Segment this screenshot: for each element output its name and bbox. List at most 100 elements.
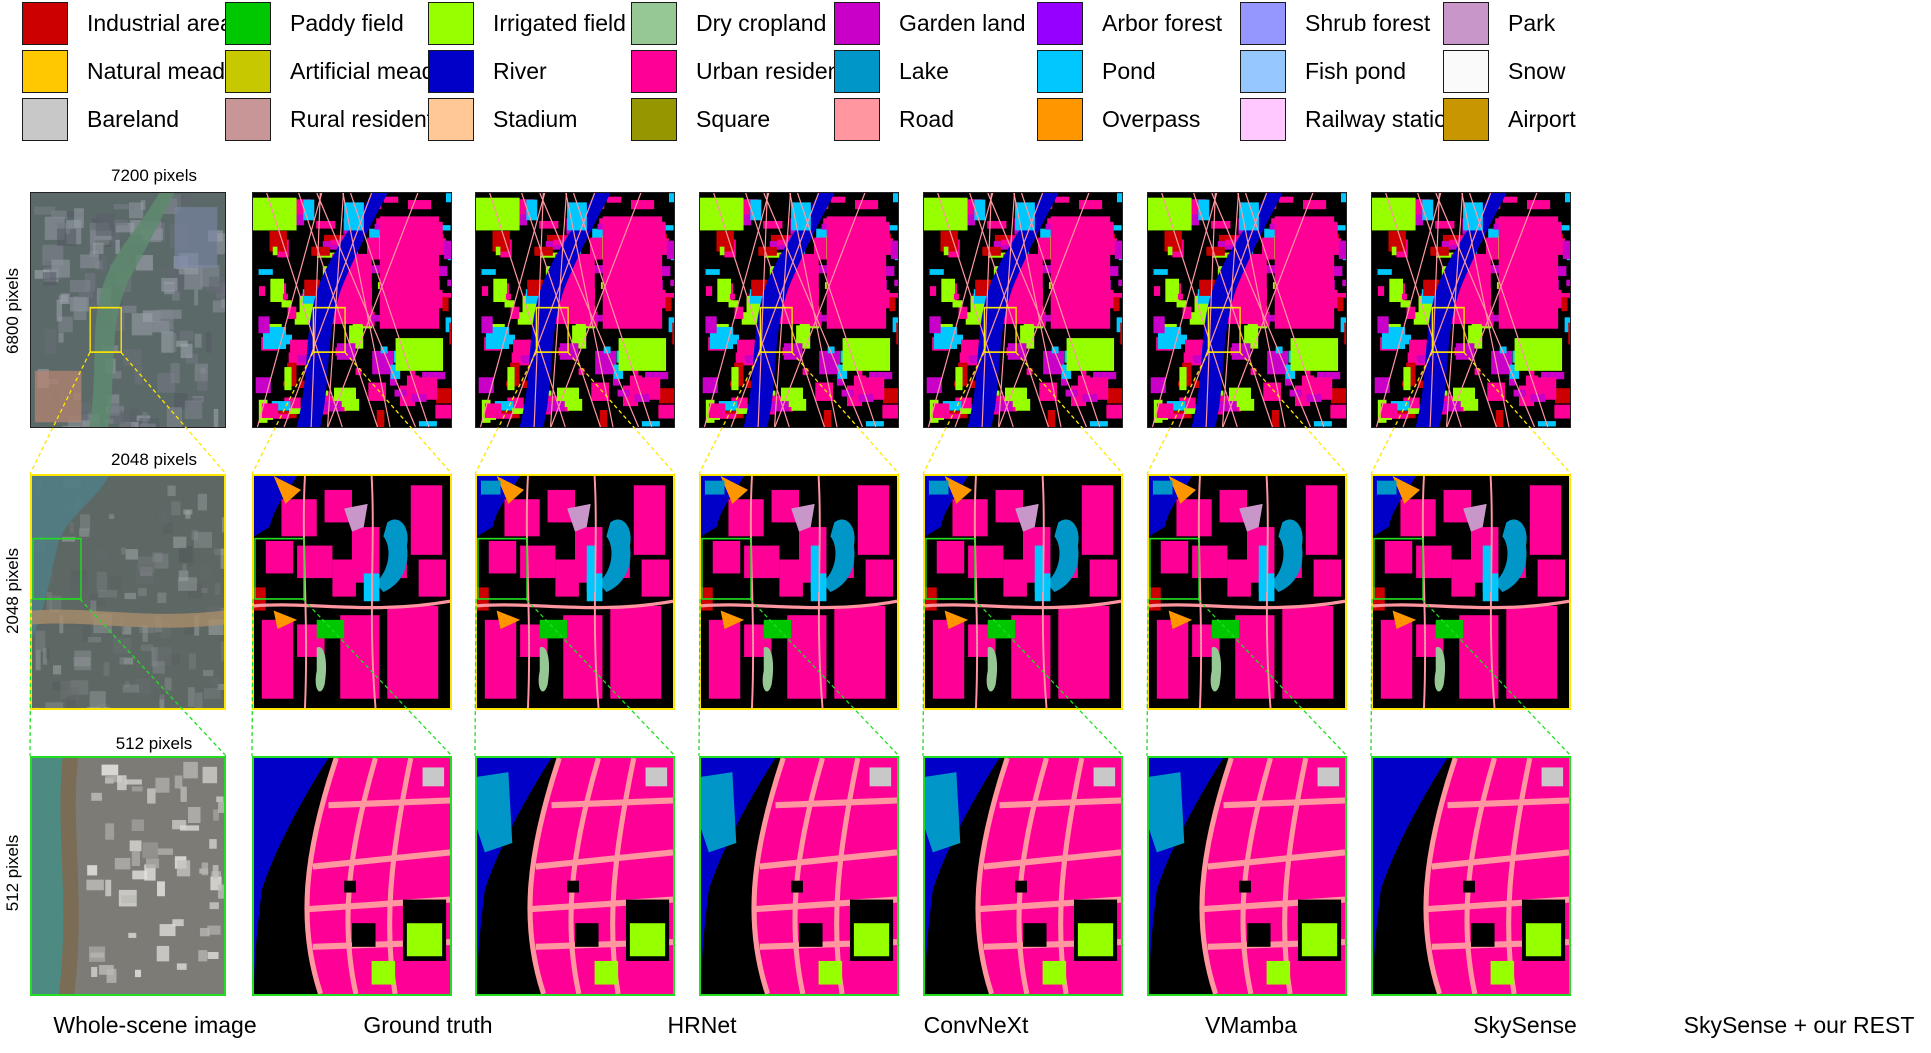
- row1-width-label: 7200 pixels: [110, 166, 197, 185]
- column-label-skysense-rest: SkySense + our REST: [1683, 1012, 1915, 1038]
- legend-item: Airport: [1443, 97, 1576, 141]
- legend-swatch: [631, 49, 677, 93]
- panel-zoom-ground-truth: [252, 756, 452, 996]
- panel-mid-whole-scene: [30, 474, 226, 710]
- legend-item: Overpass: [1037, 97, 1200, 141]
- legend-item: Stadium: [428, 97, 577, 141]
- panel-zoom-convnext: [699, 756, 899, 996]
- column-label-hrnet: HRNet: [667, 1012, 737, 1038]
- column-label-whole-scene: Whole-scene image: [53, 1012, 257, 1038]
- legend-label: Dry cropland: [696, 9, 827, 36]
- panel-zoom-hrnet: [475, 756, 675, 996]
- legend-swatch: [428, 1, 474, 45]
- column-label-ground-truth: Ground truth: [363, 1012, 493, 1038]
- legend-item: Square: [631, 97, 770, 141]
- panel-scene-whole-scene: [30, 192, 226, 428]
- panel-mid-skysense: [1147, 474, 1347, 710]
- legend-swatch: [1037, 97, 1083, 141]
- row3-height-label: 512 pixels: [3, 834, 22, 912]
- legend-label: Pond: [1102, 57, 1156, 84]
- legend-label: Paddy field: [290, 9, 404, 36]
- legend-item: Industrial area: [22, 1, 233, 45]
- row2-height-label: 2048 pixels: [3, 548, 22, 635]
- legend-swatch: [1443, 1, 1489, 45]
- legend-label: Snow: [1508, 57, 1566, 84]
- legend-swatch: [834, 49, 880, 93]
- legend-swatch: [834, 97, 880, 141]
- legend-item: Bareland: [22, 97, 179, 141]
- row1-height-label: 6800 pixels: [3, 268, 22, 355]
- legend-label: Road: [899, 105, 954, 132]
- panel-scene-hrnet: [475, 192, 675, 428]
- legend-label: Arbor forest: [1102, 9, 1223, 36]
- legend-item: Snow: [1443, 49, 1566, 93]
- legend-swatch: [1037, 49, 1083, 93]
- legend-swatch: [428, 49, 474, 93]
- legend-item: Dry cropland: [631, 1, 826, 45]
- legend-item: Paddy field: [225, 1, 404, 45]
- legend-swatch: [1443, 97, 1489, 141]
- legend-swatch: [1037, 1, 1083, 45]
- legend-swatch: [1443, 49, 1489, 93]
- legend-item: Pond: [1037, 49, 1156, 93]
- panel-scene-vmamba: [923, 192, 1123, 428]
- legend-label: Square: [696, 105, 771, 132]
- legend-item: Fish pond: [1240, 49, 1406, 93]
- legend-swatch: [225, 1, 271, 45]
- legend-item: Shrub forest: [1240, 1, 1430, 45]
- legend-label: Lake: [899, 57, 949, 84]
- panel-mid-vmamba: [923, 474, 1123, 710]
- legend-label: Garden land: [899, 9, 1026, 36]
- legend-label: River: [493, 57, 547, 84]
- panel-zoom-skysense: [1147, 756, 1347, 996]
- legend-swatch: [631, 1, 677, 45]
- panel-mid-hrnet: [475, 474, 675, 710]
- column-label-skysense: SkySense: [1473, 1012, 1577, 1038]
- legend-item: Arbor forest: [1037, 1, 1222, 45]
- column-label-convnext: ConvNeXt: [923, 1012, 1029, 1038]
- row3-width-label: 512 pixels: [115, 734, 193, 753]
- legend-label: Shrub forest: [1305, 9, 1431, 36]
- panel-mid-convnext: [699, 474, 899, 710]
- class-legend: Industrial area Paddy field Irrigated fiel…: [22, 1, 1922, 173]
- legend-item: River: [428, 49, 547, 93]
- legend-item: Natural meadow: [22, 49, 254, 93]
- panel-scene-skysense-rest: [1371, 192, 1571, 428]
- legend-swatch: [22, 1, 68, 45]
- legend-item: Rural residential: [225, 97, 456, 141]
- legend-swatch: [22, 97, 68, 141]
- legend-label: Airport: [1508, 105, 1576, 132]
- legend-swatch: [631, 97, 677, 141]
- legend-swatch: [22, 49, 68, 93]
- panel-mid-skysense-rest: [1371, 474, 1571, 710]
- legend-label: Stadium: [493, 105, 578, 132]
- legend-swatch: [1240, 1, 1286, 45]
- legend-swatch: [225, 49, 271, 93]
- legend-item: Railway station: [1240, 97, 1460, 141]
- legend-label: Bareland: [87, 105, 180, 132]
- legend-swatch: [834, 1, 880, 45]
- legend-label: Fish pond: [1305, 57, 1407, 84]
- legend-item: Road: [834, 97, 954, 141]
- panel-zoom-vmamba: [923, 756, 1123, 996]
- column-label-vmamba: VMamba: [1204, 1012, 1298, 1038]
- panel-scene-ground-truth: [252, 192, 452, 428]
- legend-label: Irrigated field: [493, 9, 626, 36]
- legend-label: Industrial area: [87, 9, 233, 36]
- panel-scene-convnext: [699, 192, 899, 428]
- legend-swatch: [225, 97, 271, 141]
- legend-item: Garden land: [834, 1, 1026, 45]
- legend-label: Overpass: [1102, 105, 1201, 132]
- legend-item: Lake: [834, 49, 949, 93]
- panel-zoom-whole-scene: [30, 756, 226, 996]
- legend-item: Park: [1443, 1, 1555, 45]
- legend-label: Park: [1508, 9, 1556, 36]
- row2-width-label: 2048 pixels: [110, 450, 197, 469]
- legend-swatch: [1240, 49, 1286, 93]
- legend-swatch: [1240, 97, 1286, 141]
- panel-mid-ground-truth: [252, 474, 452, 710]
- panel-scene-skysense: [1147, 192, 1347, 428]
- legend-label: Railway station: [1305, 105, 1460, 132]
- legend-swatch: [428, 97, 474, 141]
- panel-zoom-skysense-rest: [1371, 756, 1571, 996]
